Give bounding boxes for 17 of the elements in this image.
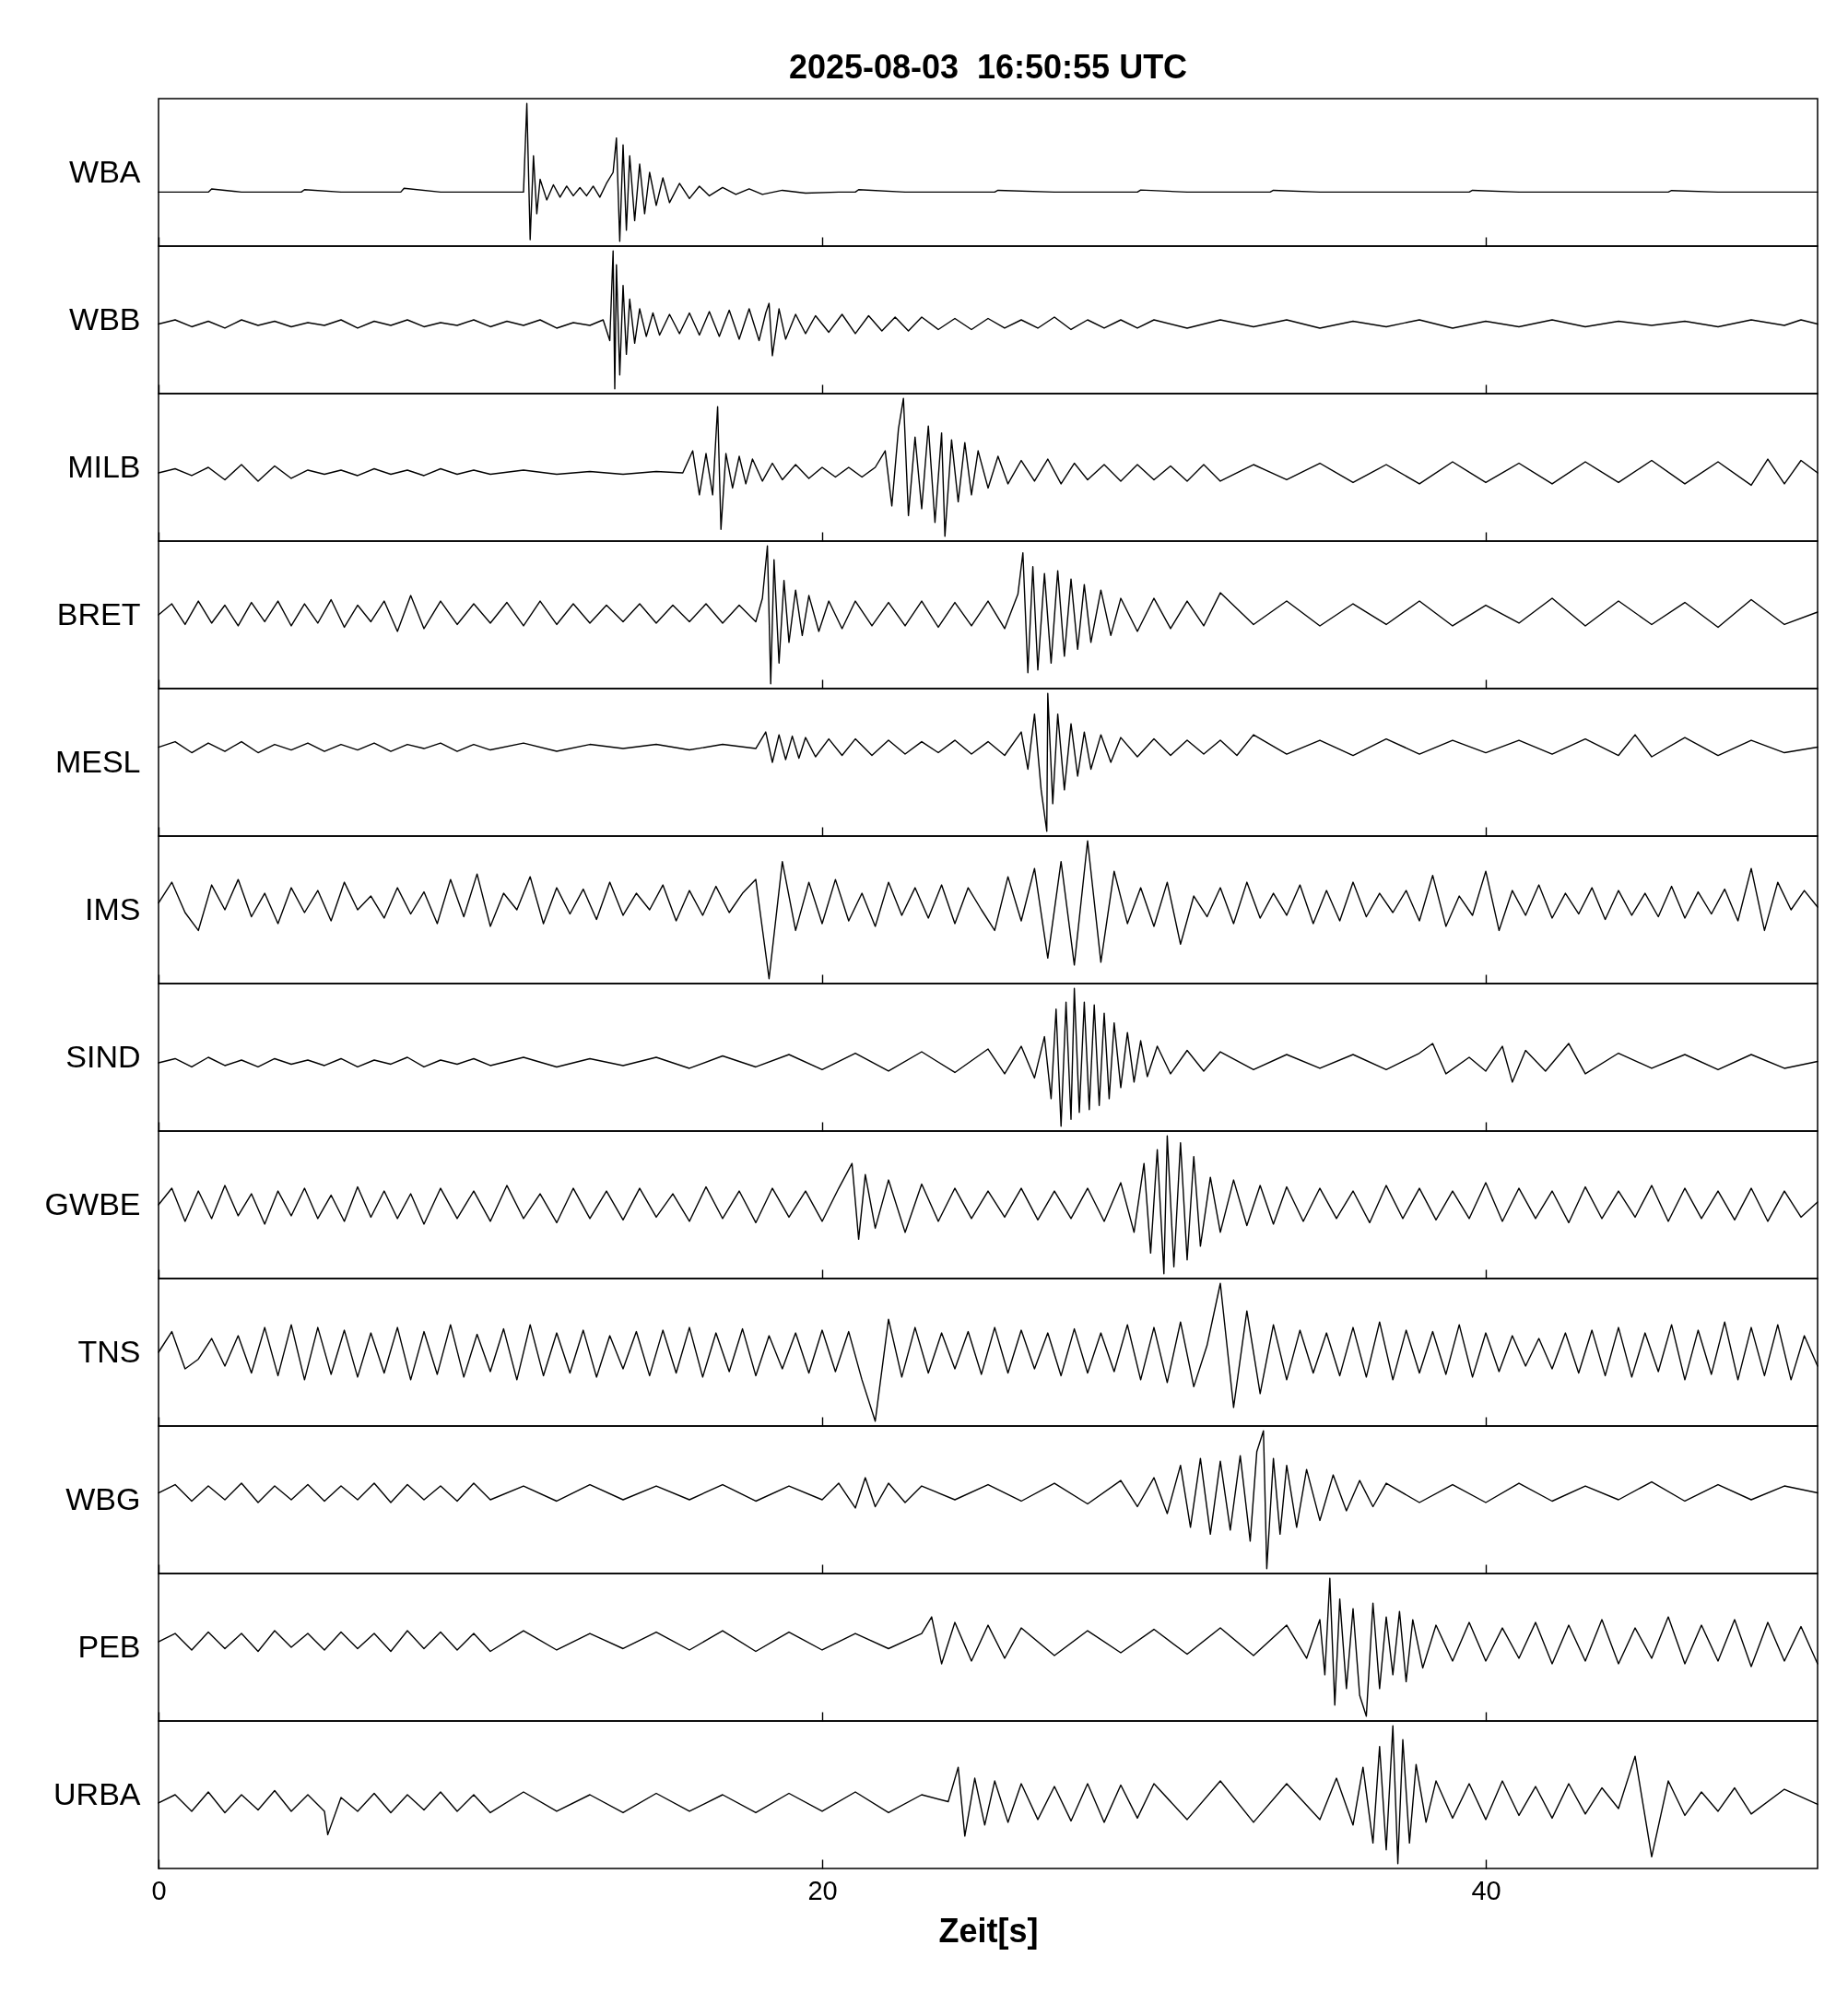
- y-axis-title: URBA: [53, 1775, 141, 1811]
- x-tick-label: 20: [807, 1875, 838, 1905]
- y-axis-title: WBB: [69, 301, 141, 336]
- y-axis-title: WBG: [65, 1480, 141, 1516]
- x-tick-label: 0: [151, 1875, 167, 1905]
- y-axis-title: WBA: [69, 153, 141, 189]
- x-tick-label: 40: [1471, 1875, 1501, 1905]
- y-axis-title: GWBE: [44, 1185, 141, 1221]
- y-axis-title: SIND: [65, 1038, 141, 1074]
- y-axis-title: BRET: [56, 595, 141, 631]
- y-axis-title: MESL: [54, 743, 141, 779]
- y-axis-title: PEB: [77, 1628, 141, 1664]
- y-axis-title: MILB: [67, 448, 141, 484]
- y-axis-title: TNS: [77, 1333, 141, 1369]
- chart-title: 2025-08-03 16:50:55 UTC: [788, 48, 1188, 86]
- x-axis-title: Zeit[s]: [938, 1911, 1039, 1950]
- y-axis-title: IMS: [85, 890, 141, 926]
